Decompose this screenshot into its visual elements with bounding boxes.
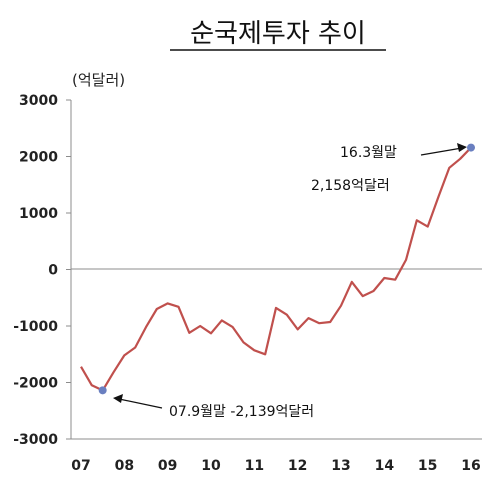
x-tick-label: 16 (461, 458, 480, 474)
annotation-min: 07.9월말 -2,139억달러 (169, 404, 314, 420)
y-tick-label: -3000 (13, 432, 58, 448)
annotation-arrow-min (118, 398, 163, 409)
series-line (80, 146, 472, 392)
x-tick-label: 12 (288, 458, 307, 474)
x-tick-label: 11 (245, 458, 264, 474)
y-tick-label: 1000 (19, 206, 58, 222)
x-tick-label: 15 (418, 458, 437, 474)
min-point-marker (98, 386, 107, 395)
x-tick-label: 13 (331, 458, 350, 474)
x-tick-label: 10 (201, 458, 221, 474)
x-tick-label: 09 (158, 458, 177, 474)
y-tick-label: 2000 (19, 150, 58, 166)
unit-label: (억달러) (72, 71, 125, 89)
y-tick-label: -1000 (13, 319, 58, 335)
annotation-arrowhead-min (113, 394, 123, 403)
annotation-arrowhead-latest (457, 143, 467, 152)
latest-point-marker (467, 143, 475, 152)
x-tick-label: 08 (115, 458, 134, 474)
y-tick-label: 0 (48, 263, 58, 279)
annotation-latest-date: 16.3월말 (340, 145, 397, 161)
x-tick-label: 07 (71, 458, 90, 474)
annotation-arrow-latest (420, 147, 463, 156)
x-tick-group: 07 08 09 10 11 12 13 14 15 16 (71, 458, 480, 474)
annotation-latest-value: 2,158억달러 (311, 178, 390, 194)
y-tick-label: -2000 (13, 376, 58, 392)
y-tick-label: 3000 (19, 93, 58, 109)
y-tick-group: 3000 2000 1000 0 -1000 -2000 -3000 (13, 93, 71, 448)
chart-title: 순국제투자 추이 (190, 19, 366, 49)
x-tick-label: 14 (375, 458, 395, 474)
